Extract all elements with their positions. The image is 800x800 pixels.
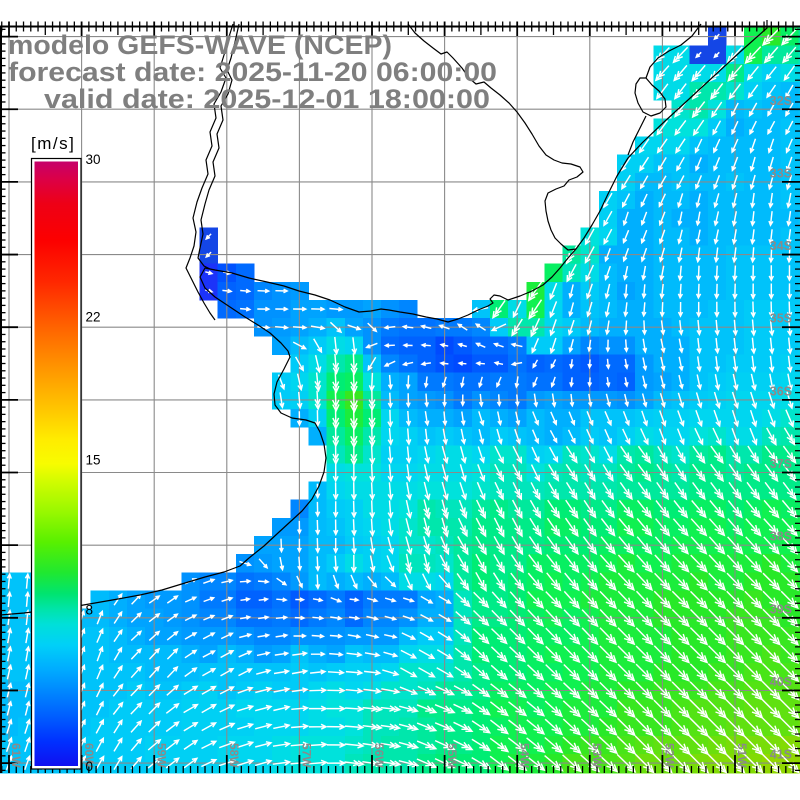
svg-text:35S: 35S xyxy=(770,312,792,326)
svg-text:0: 0 xyxy=(86,759,94,774)
svg-text:15: 15 xyxy=(86,453,101,468)
svg-text:valid date: 2025-12-01 18:00:0: valid date: 2025-12-01 18:00:00 xyxy=(44,84,490,114)
svg-text:61W: 61W xyxy=(9,743,23,768)
svg-text:57W: 57W xyxy=(300,743,314,768)
svg-text:33S: 33S xyxy=(770,166,792,180)
svg-text:8: 8 xyxy=(86,603,94,618)
svg-text:59W: 59W xyxy=(154,743,168,768)
svg-text:52W: 52W xyxy=(663,743,677,768)
svg-text:34S: 34S xyxy=(770,239,792,253)
svg-text:55W: 55W xyxy=(445,743,459,768)
svg-text:30: 30 xyxy=(86,152,101,167)
svg-text:[m/s]: [m/s] xyxy=(31,134,75,153)
svg-text:38S: 38S xyxy=(770,530,792,544)
svg-text:56W: 56W xyxy=(372,743,386,768)
svg-text:60W: 60W xyxy=(82,743,96,768)
svg-text:39S: 39S xyxy=(770,602,792,616)
svg-text:58W: 58W xyxy=(227,743,241,768)
svg-text:37S: 37S xyxy=(770,457,792,471)
svg-text:54W: 54W xyxy=(517,743,531,768)
svg-text:41S: 41S xyxy=(770,748,792,762)
svg-text:51W: 51W xyxy=(735,743,749,768)
svg-text:40S: 40S xyxy=(770,675,792,689)
svg-text:22: 22 xyxy=(86,310,101,325)
svg-text:forecast date: 2025-11-20 06:0: forecast date: 2025-11-20 06:00:00 xyxy=(8,57,497,87)
svg-text:36S: 36S xyxy=(770,384,792,398)
svg-text:32S: 32S xyxy=(770,94,792,108)
svg-text:modelo GEFS-WAVE (NCEP): modelo GEFS-WAVE (NCEP) xyxy=(8,30,392,60)
svg-text:53W: 53W xyxy=(590,743,604,768)
